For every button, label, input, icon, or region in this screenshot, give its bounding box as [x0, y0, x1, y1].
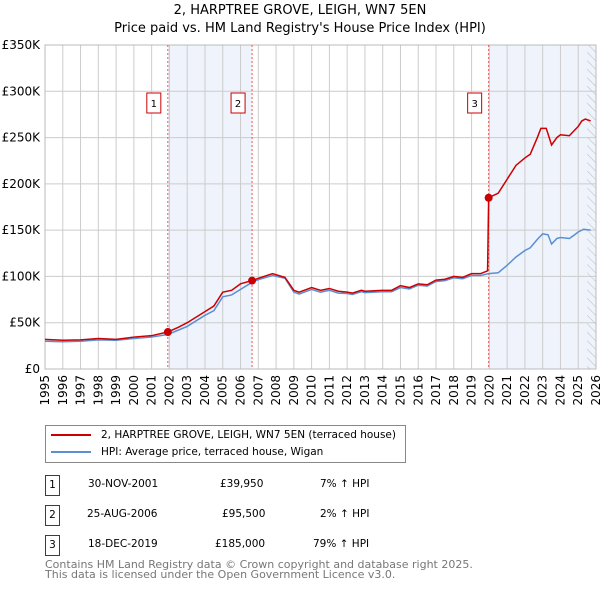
- sale-hpi: 79% ↑ HPI: [313, 538, 370, 550]
- legend-swatch-blue: [51, 451, 91, 453]
- y-tick-label: £100K: [2, 269, 42, 283]
- series-line: [44, 228, 591, 343]
- x-tick-label: 1998: [91, 375, 105, 406]
- x-tick-label: 2026: [589, 375, 600, 406]
- sale-marker-box: [146, 92, 162, 114]
- sale-row: 1 30-NOV-2001 £39,950 7% ↑ HPI: [45, 475, 415, 497]
- x-tick-label: 2007: [251, 375, 265, 406]
- sale-hpi: 7% ↑ HPI: [320, 478, 370, 490]
- legend: 2, HARPTREE GROVE, LEIGH, WN7 5EN (terra…: [45, 425, 406, 463]
- x-tick-label: 2004: [198, 375, 212, 406]
- legend-item-hpi: HPI: Average price, terraced house, Wiga…: [51, 444, 323, 460]
- x-tick-label: 1995: [38, 375, 52, 406]
- x-tick-label: 2025: [571, 375, 585, 406]
- x-tick-label: 2011: [322, 375, 336, 406]
- x-tick-label: 2010: [305, 375, 319, 406]
- sale-price: £95,500: [222, 508, 266, 520]
- x-tick-label: 1999: [109, 375, 123, 406]
- x-tick-label: 2009: [287, 375, 301, 406]
- x-tick-label: 2022: [518, 375, 532, 406]
- y-tick-label: £200K: [2, 177, 42, 191]
- x-tick-label: 2001: [145, 375, 159, 406]
- sale-row: 3 18-DEC-2019 £185,000 79% ↑ HPI: [45, 535, 415, 557]
- plot-border: [44, 44, 597, 370]
- legend-label: 2, HARPTREE GROVE, LEIGH, WN7 5EN (terra…: [101, 429, 396, 441]
- x-tick-label: 2016: [411, 375, 425, 406]
- x-tick-label: 2003: [180, 375, 194, 406]
- forecast-hatch: [587, 45, 596, 369]
- x-tick-label: 2024: [553, 375, 567, 406]
- sale-row: 2 25-AUG-2006 £95,500 2% ↑ HPI: [45, 505, 415, 527]
- x-tick-label: 2015: [393, 375, 407, 406]
- sale-marker-box: [230, 92, 246, 114]
- x-tick-label: 2002: [162, 375, 176, 406]
- x-tick-label: 2013: [358, 375, 372, 406]
- sale-marker-label: 2: [235, 99, 241, 110]
- series-line: [44, 118, 591, 342]
- sale-point: [163, 328, 172, 337]
- footer-licence: This data is licensed under the Open Gov…: [45, 568, 396, 581]
- y-tick-label: £350K: [2, 38, 42, 52]
- sale-marker-label: 1: [151, 99, 157, 110]
- x-tick-label: 2006: [234, 375, 248, 406]
- x-tick-label: 2023: [536, 375, 550, 406]
- sale-marker-box: [467, 92, 483, 114]
- x-tick-label: 2000: [127, 375, 141, 406]
- y-tick-label: £150K: [2, 223, 42, 237]
- legend-item-property: 2, HARPTREE GROVE, LEIGH, WN7 5EN (terra…: [51, 427, 396, 443]
- sale-date: 18-DEC-2019: [88, 538, 158, 550]
- x-tick-label: 1997: [74, 375, 88, 406]
- x-tick-label: 1996: [56, 375, 70, 406]
- y-tick-label: £50K: [9, 316, 41, 330]
- x-tick-label: 2018: [447, 375, 461, 406]
- price-chart: 1995 1996 1997 1998 1999 2000 2001 2002 2003 2004…: [2, 38, 600, 406]
- sale-marker-label: 3: [471, 99, 477, 110]
- x-tick-label: 2019: [465, 375, 479, 406]
- chart-subtitle: Price paid vs. HM Land Registry's House …: [114, 21, 486, 36]
- sale-price: £39,950: [220, 478, 264, 490]
- x-tick-label: 2017: [429, 375, 443, 406]
- x-tick-label: 2014: [376, 375, 390, 406]
- x-tick-label: 2021: [500, 375, 514, 406]
- sale-marker: 1: [45, 475, 60, 496]
- x-tick-label: 2020: [482, 375, 496, 406]
- footer: Contains HM Land Registry data © Crown c…: [45, 558, 473, 581]
- x-tick-label: 2012: [340, 375, 354, 406]
- y-tick-label: £0: [25, 362, 40, 376]
- legend-label: HPI: Average price, terraced house, Wiga…: [101, 446, 324, 458]
- sale-marker: 3: [45, 535, 60, 556]
- sale-marker: 2: [45, 505, 60, 526]
- legend-swatch-red: [51, 434, 91, 436]
- footer-copyright: Contains HM Land Registry data © Crown c…: [45, 558, 473, 571]
- sale-point: [248, 276, 257, 285]
- x-tick-label: 2005: [216, 375, 230, 406]
- y-tick-label: £300K: [2, 84, 42, 98]
- x-tick-label: 2008: [269, 375, 283, 406]
- sale-point: [484, 193, 493, 202]
- chart-title: 2, HARPTREE GROVE, LEIGH, WN7 5EN: [173, 3, 427, 18]
- sale-price: £185,000: [215, 538, 266, 550]
- sale-date: 25-AUG-2006: [87, 508, 158, 520]
- sale-hpi: 2% ↑ HPI: [320, 508, 370, 520]
- sale-date: 30-NOV-2001: [88, 478, 159, 490]
- y-tick-label: £250K: [2, 131, 42, 145]
